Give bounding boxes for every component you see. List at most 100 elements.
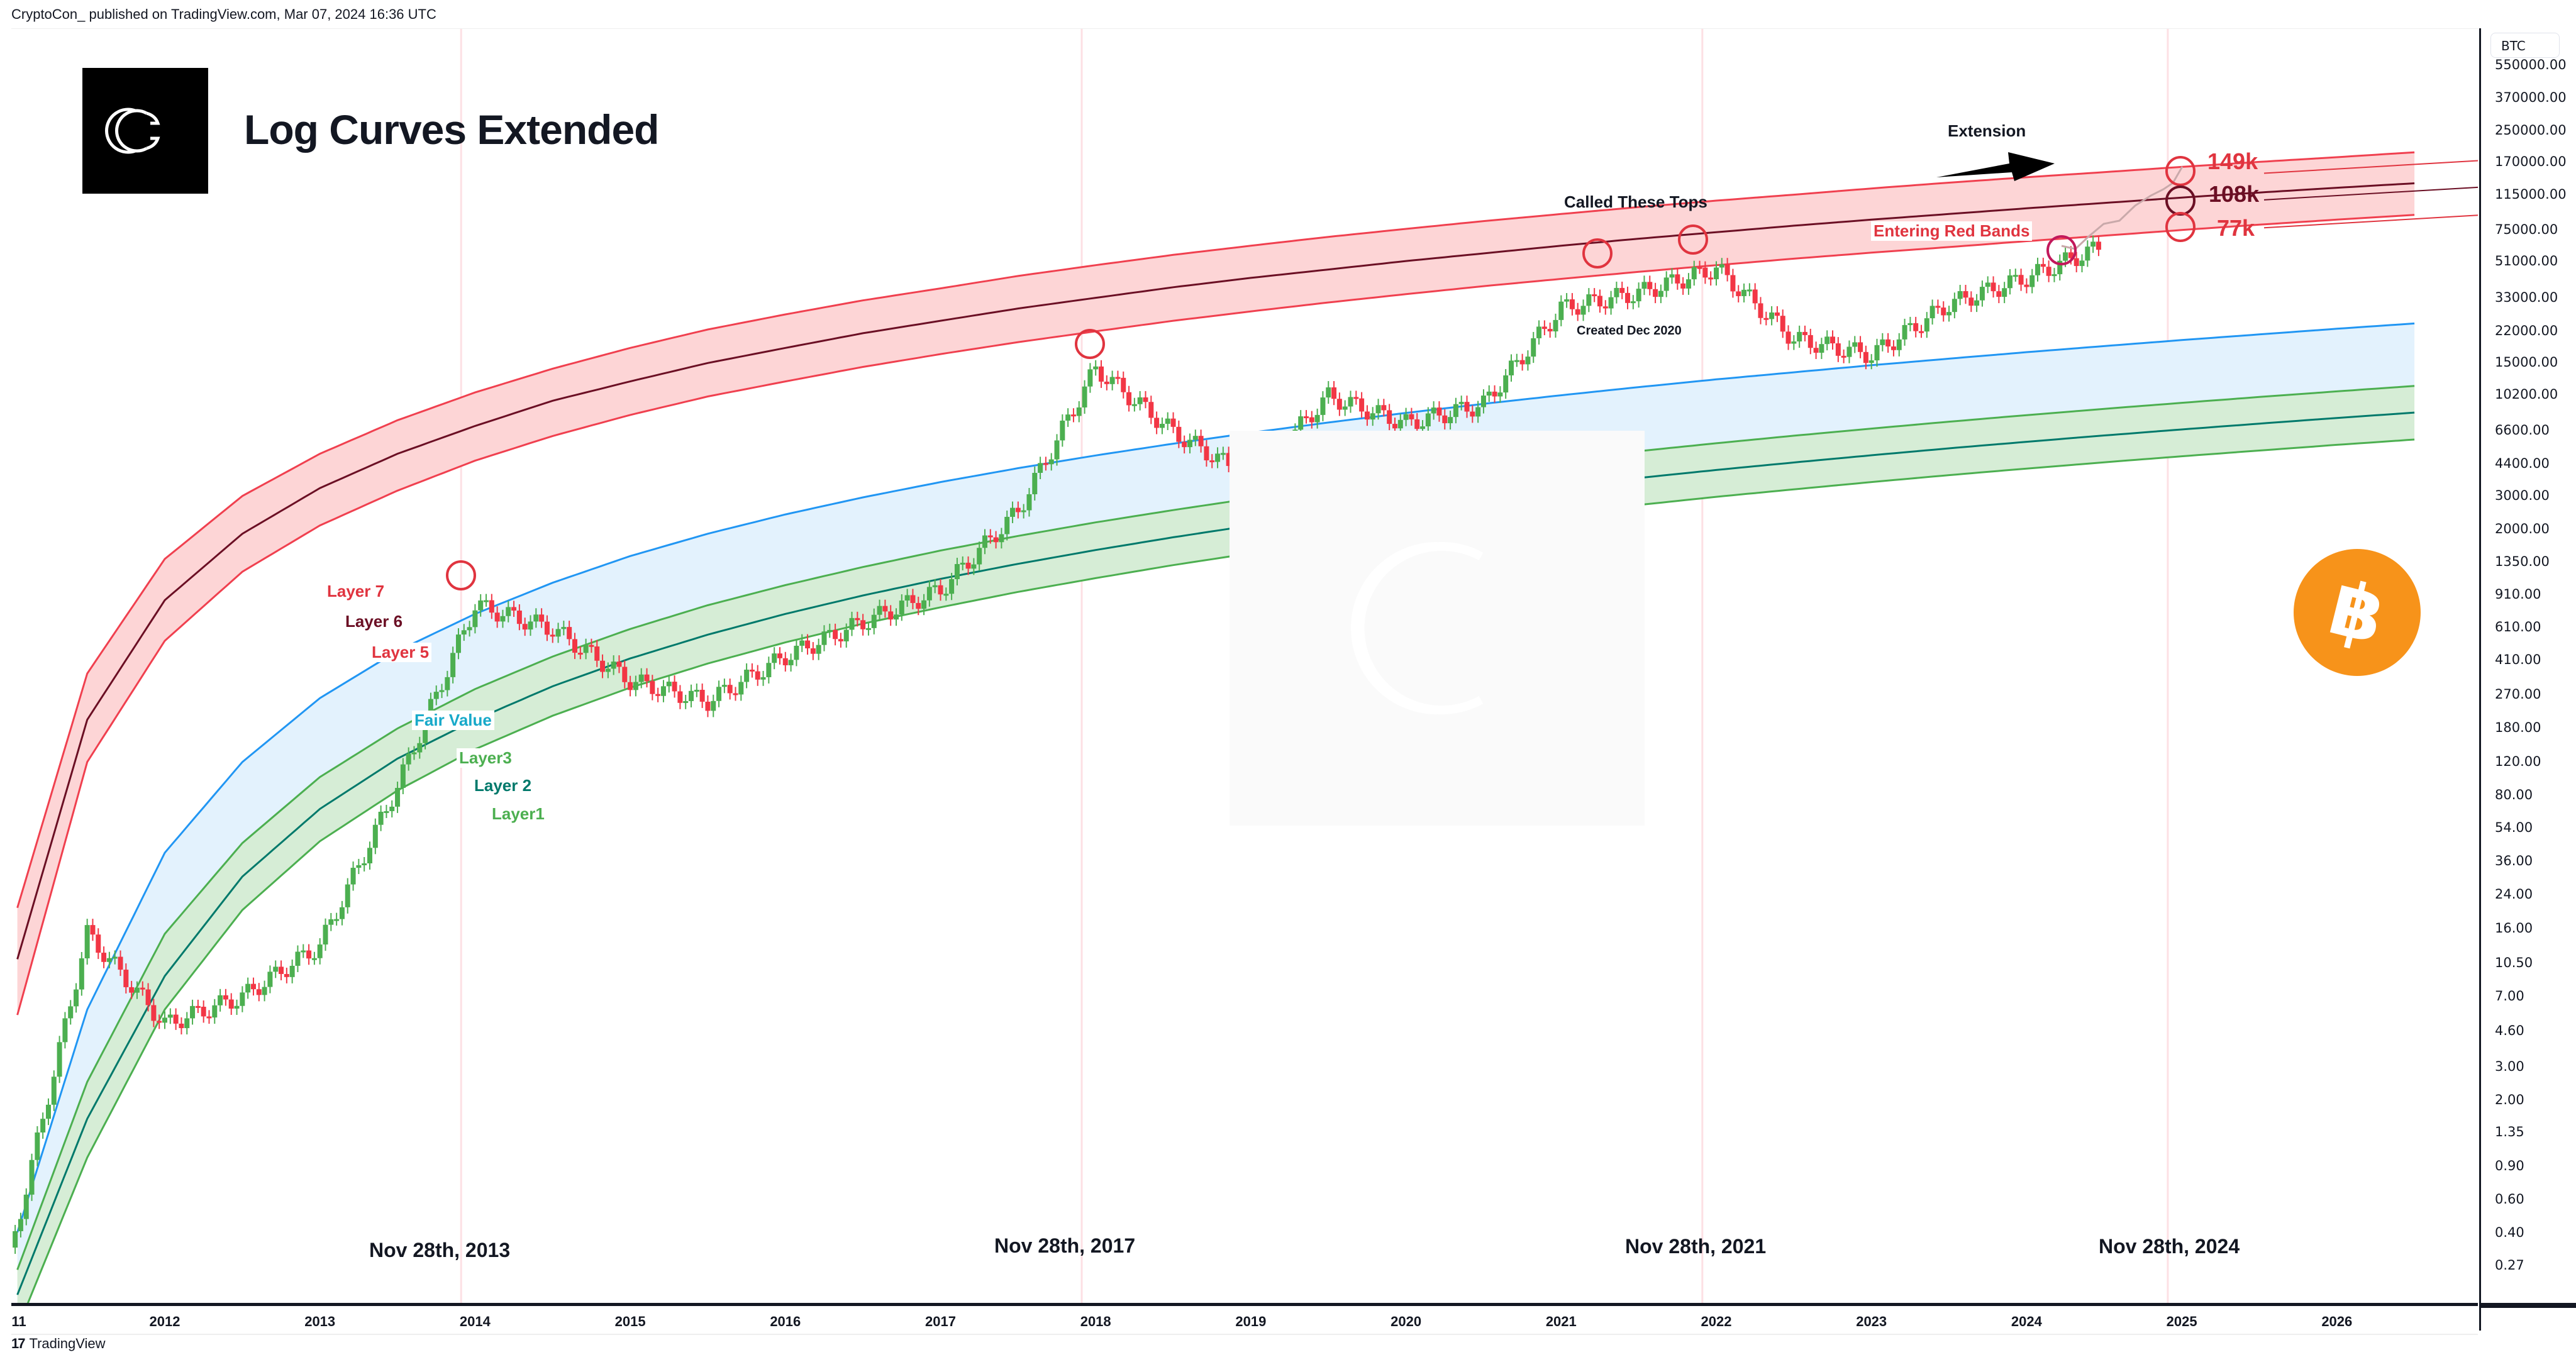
candle-down <box>838 639 843 641</box>
candle-down <box>140 987 145 990</box>
candle-up <box>1348 397 1353 407</box>
candle-down <box>782 658 788 665</box>
candle-up <box>112 956 118 959</box>
candle-up <box>45 1104 51 1119</box>
time-tick: 2022 <box>1701 1314 1732 1329</box>
candle-up <box>1558 301 1564 320</box>
candle-down <box>1625 292 1631 303</box>
candle-down <box>1115 377 1121 379</box>
time-axis[interactable]: 11 2012 2013 2014 2015 2016 2017 2018 2019 2020 20… <box>11 1303 2478 1335</box>
symbol-badge[interactable]: BTC <box>2490 33 2560 58</box>
candle-up <box>1641 282 1647 289</box>
candle-up <box>1448 417 1453 424</box>
candle-up <box>738 682 744 695</box>
candle-up <box>1503 375 1509 393</box>
candle-up <box>1298 416 1304 430</box>
candle-up <box>1924 318 1929 332</box>
candle-up <box>1663 277 1669 291</box>
candle-down <box>644 674 650 682</box>
candle-up <box>439 690 445 692</box>
candle-up <box>744 669 750 682</box>
candle-up <box>1902 324 1907 340</box>
candle-down <box>1653 289 1658 297</box>
price-tick: 180.00 <box>2495 720 2541 736</box>
candle-up <box>35 1132 40 1160</box>
candle-down <box>805 640 811 649</box>
candle-down <box>699 690 705 702</box>
candle-up <box>134 987 140 993</box>
price-tick: 3000.00 <box>2495 487 2550 503</box>
candle-down <box>860 620 866 629</box>
candle-up <box>2063 252 2068 261</box>
candle-up <box>74 989 79 1007</box>
candle-up <box>1215 453 1221 462</box>
price-tick: 3.00 <box>2495 1058 2524 1074</box>
candle-down <box>544 621 550 635</box>
candle-down <box>1569 299 1575 309</box>
candle-down <box>1519 360 1525 365</box>
candle-up <box>1048 459 1054 465</box>
candle-down <box>250 983 256 990</box>
price-tick: 16.00 <box>2495 920 2533 936</box>
candle-down <box>1541 326 1547 329</box>
candle-up <box>799 640 805 646</box>
candle-up <box>1636 289 1641 302</box>
candle-down <box>677 691 683 703</box>
candle-up <box>1746 289 1752 292</box>
candle-down <box>916 602 921 609</box>
svg-text:฿: ฿ <box>2321 564 2394 662</box>
candle-down <box>1785 331 1791 344</box>
candle-up <box>1957 291 1963 299</box>
price-tick: 51000.00 <box>2495 253 2558 269</box>
candle-up <box>406 753 411 765</box>
candle-down <box>1990 282 1996 292</box>
candle-up <box>184 1018 190 1029</box>
candle-up <box>2012 275 2018 277</box>
candle-down <box>1547 329 1553 331</box>
candle-up <box>467 627 472 631</box>
candle-up <box>1880 339 1885 345</box>
candle-down <box>195 1005 201 1008</box>
price-tick: 4400.00 <box>2495 456 2550 472</box>
candle-up <box>506 607 511 616</box>
candle-up <box>1320 397 1326 415</box>
price-tick: 2.00 <box>2495 1092 2524 1107</box>
candle-down <box>256 989 262 995</box>
candle-down <box>1774 312 1780 316</box>
candle-down <box>1730 275 1736 292</box>
candle-down <box>910 595 916 603</box>
layer5-curve <box>16 214 2415 1016</box>
candle-down <box>1492 391 1497 397</box>
layer2-label: Layer 2 <box>472 776 535 795</box>
time-tick: 2025 <box>2166 1314 2197 1329</box>
candle-down <box>228 999 234 1009</box>
candle-down <box>1680 283 1686 289</box>
candle-up <box>1187 440 1192 448</box>
candle-up <box>395 788 401 807</box>
candle-up <box>1131 404 1137 406</box>
layer7-label: Layer 7 <box>325 582 387 601</box>
date-label-2013: Nov 28th, 2013 <box>369 1239 511 1261</box>
candle-up <box>1076 407 1082 416</box>
chart-canvas[interactable] <box>11 29 2478 1305</box>
candle-up <box>1480 396 1486 407</box>
candle-up <box>921 600 927 609</box>
candle-down <box>129 987 135 993</box>
tradingview-footer: 17 TradingView <box>11 1336 106 1352</box>
price-tick: 10.50 <box>2495 955 2533 970</box>
candle-up <box>218 995 223 1005</box>
candle-down <box>810 648 816 654</box>
candle-up <box>849 617 855 630</box>
created-date-label: Created Dec 2020 <box>1577 324 1682 338</box>
price-tick: 410.00 <box>2495 652 2541 668</box>
candle-up <box>1608 297 1614 309</box>
candle-down <box>1813 348 1819 353</box>
price-axis[interactable]: 550000.00 370000.00 250000.00 170000.00 1150… <box>2479 28 2576 1305</box>
candle-up <box>339 907 345 919</box>
chart-pane[interactable] <box>11 28 2478 1305</box>
candle-down <box>1885 339 1891 346</box>
candle-up <box>57 1042 62 1077</box>
candle-down <box>628 682 633 690</box>
candle-up <box>1797 331 1802 341</box>
candle-down <box>101 953 107 962</box>
